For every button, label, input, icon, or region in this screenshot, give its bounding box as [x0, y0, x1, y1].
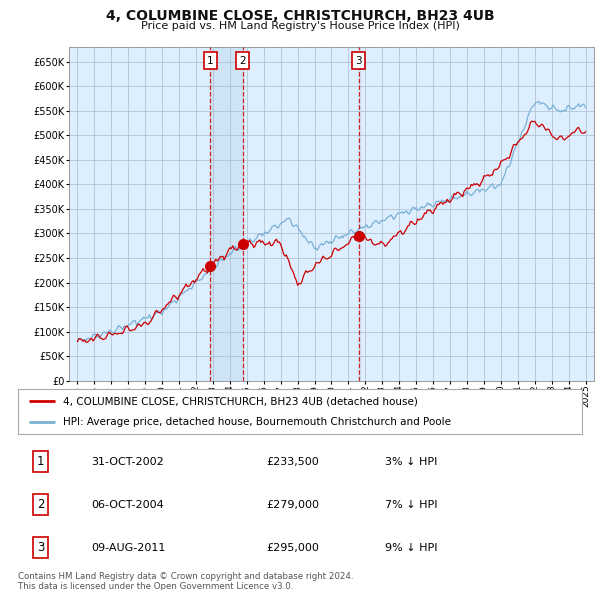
Text: 7% ↓ HPI: 7% ↓ HPI	[385, 500, 437, 510]
Text: 2: 2	[37, 498, 44, 512]
Text: 1: 1	[37, 455, 44, 468]
Bar	[358, 47, 359, 381]
Text: 09-AUG-2011: 09-AUG-2011	[91, 543, 166, 553]
Text: Price paid vs. HM Land Registry's House Price Index (HPI): Price paid vs. HM Land Registry's House …	[140, 21, 460, 31]
Text: 31-OCT-2002: 31-OCT-2002	[91, 457, 164, 467]
Text: 3% ↓ HPI: 3% ↓ HPI	[385, 457, 437, 467]
Text: 4, COLUMBINE CLOSE, CHRISTCHURCH, BH23 4UB: 4, COLUMBINE CLOSE, CHRISTCHURCH, BH23 4…	[106, 9, 494, 23]
Text: 4, COLUMBINE CLOSE, CHRISTCHURCH, BH23 4UB (detached house): 4, COLUMBINE CLOSE, CHRISTCHURCH, BH23 4…	[63, 396, 418, 407]
Text: 3: 3	[355, 55, 362, 65]
Text: 2: 2	[239, 55, 246, 65]
Text: HPI: Average price, detached house, Bournemouth Christchurch and Poole: HPI: Average price, detached house, Bour…	[63, 417, 451, 427]
Text: 9% ↓ HPI: 9% ↓ HPI	[385, 543, 437, 553]
Text: 06-OCT-2004: 06-OCT-2004	[91, 500, 164, 510]
Text: £233,500: £233,500	[266, 457, 319, 467]
Bar	[210, 47, 243, 381]
Text: Contains HM Land Registry data © Crown copyright and database right 2024.
This d: Contains HM Land Registry data © Crown c…	[18, 572, 353, 590]
Text: £279,000: £279,000	[266, 500, 319, 510]
Text: 3: 3	[37, 541, 44, 555]
Text: £295,000: £295,000	[266, 543, 319, 553]
Text: 1: 1	[207, 55, 214, 65]
